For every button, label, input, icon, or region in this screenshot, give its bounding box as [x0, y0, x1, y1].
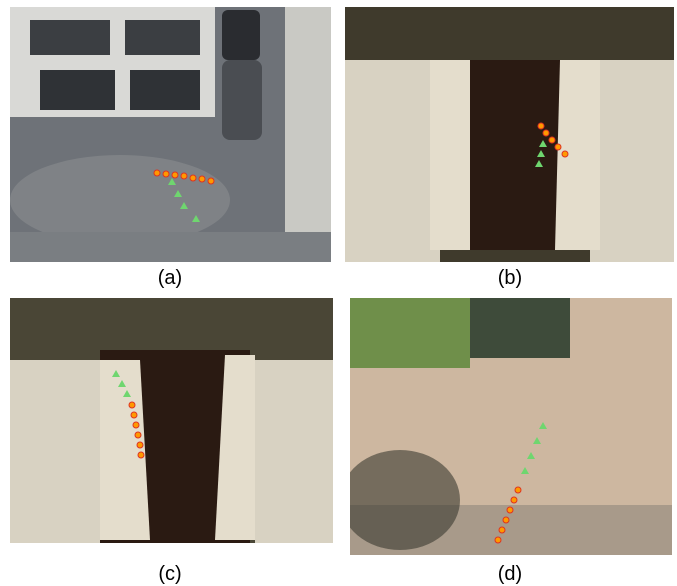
- panel-label: (c): [158, 563, 181, 585]
- panel-c-image: [10, 298, 333, 543]
- panel-a-image: [10, 7, 331, 262]
- panel-label: (d): [498, 563, 522, 585]
- panel-label: (b): [498, 267, 522, 289]
- panel-label: (a): [158, 267, 182, 289]
- panel-d-image: [340, 298, 672, 555]
- panel-b-image: [345, 7, 674, 262]
- figure: (a) (b) (c) (d): [0, 0, 677, 586]
